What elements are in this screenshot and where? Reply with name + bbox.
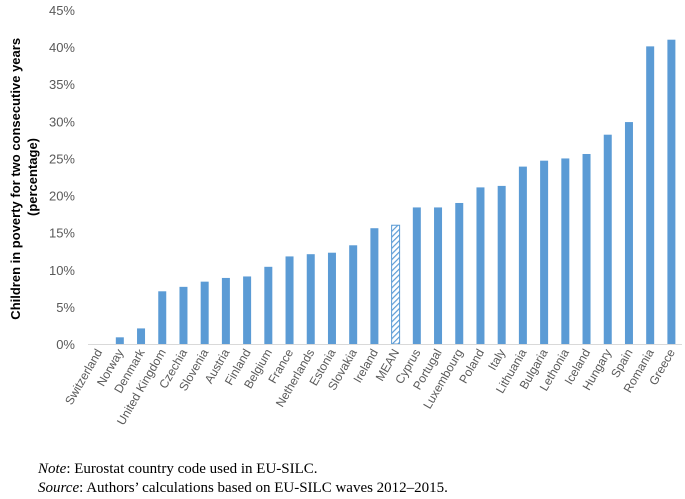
bar <box>582 153 591 344</box>
bar <box>646 46 655 344</box>
bar <box>158 291 167 344</box>
bar <box>221 277 230 344</box>
bar <box>264 266 273 344</box>
bar <box>455 202 464 344</box>
bar <box>349 245 358 344</box>
y-axis: 0% 5% 10% 15% 20% 25% 30% 35% 40% 45% <box>49 3 75 352</box>
y-tick-label: 35% <box>49 77 75 92</box>
bar <box>476 187 485 344</box>
bar <box>200 281 209 344</box>
bar <box>540 160 549 344</box>
y-tick-label: 10% <box>49 263 75 278</box>
bar <box>115 337 124 344</box>
bar <box>370 228 379 344</box>
y-axis-title-line-2: (percentage) <box>25 138 40 216</box>
bar <box>518 166 527 344</box>
note-text: : Eurostat country code used in EU-SILC. <box>66 461 318 477</box>
y-tick-label: 0% <box>56 337 75 352</box>
y-tick-label: 20% <box>49 189 75 204</box>
bar <box>412 207 421 344</box>
bar <box>137 328 146 344</box>
bar <box>624 122 633 344</box>
source-line: Source: Authors’ calculations based on E… <box>38 479 448 498</box>
bar <box>179 286 188 344</box>
bar <box>497 185 506 344</box>
bar <box>306 254 315 344</box>
bars <box>115 39 676 345</box>
bar <box>603 134 612 344</box>
chart-notes: Note: Eurostat country code used in EU-S… <box>38 460 448 498</box>
y-tick-label: 5% <box>56 300 75 315</box>
bar <box>434 207 443 344</box>
y-tick-label: 30% <box>49 114 75 129</box>
bar <box>667 39 676 344</box>
y-axis-title: Children in poverty for two consecutive … <box>8 34 40 319</box>
bar <box>243 276 252 344</box>
source-label: Source <box>38 480 80 496</box>
y-tick-label: 25% <box>49 151 75 166</box>
bar-chart: Children in poverty for two consecutive … <box>8 3 682 428</box>
y-tick-label: 15% <box>49 226 75 241</box>
bar <box>561 158 570 344</box>
bar <box>285 256 294 344</box>
y-tick-label: 45% <box>49 3 75 18</box>
y-tick-label: 40% <box>49 40 75 55</box>
source-text: : Authors’ calculations based on EU-SILC… <box>79 480 448 496</box>
note-line: Note: Eurostat country code used in EU-S… <box>38 460 448 479</box>
bar-mean <box>391 224 401 345</box>
y-axis-title-line-1: Children in poverty for two consecutive … <box>8 38 23 320</box>
note-label: Note <box>38 461 67 477</box>
bar <box>327 252 336 344</box>
